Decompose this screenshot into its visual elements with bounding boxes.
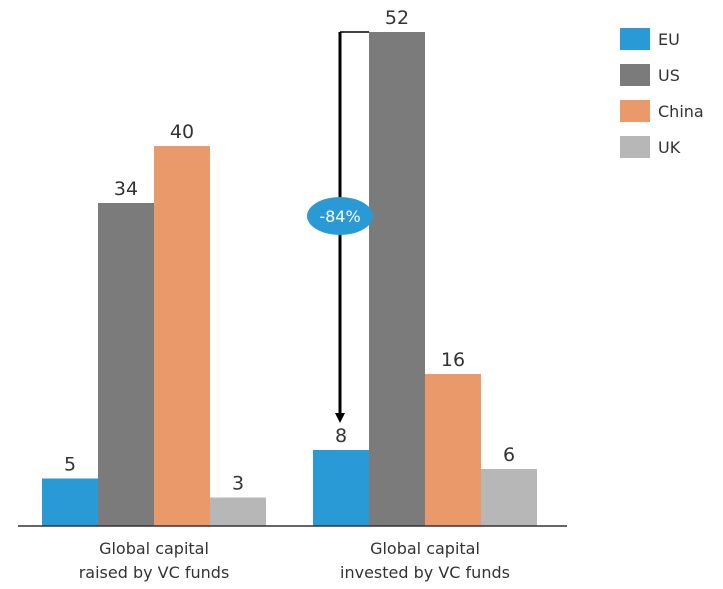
legend-label-us: US [658, 66, 680, 85]
bar-us-group-1 [98, 203, 154, 526]
legend-swatch-uk [620, 136, 650, 158]
legend: EU US China UK [620, 28, 704, 158]
data-label-us-group-2: 52 [385, 7, 409, 29]
category-label-2-line-1: Global capital [370, 539, 480, 558]
data-label-uk-group-2: 6 [503, 444, 515, 466]
legend-label-china: China [658, 102, 704, 121]
bar-china-group-1 [154, 146, 210, 526]
annotation-layer: -84% [307, 31, 373, 423]
bar-eu-group-2 [313, 450, 369, 526]
data-label-eu-group-1: 5 [64, 454, 76, 476]
legend-swatch-us [620, 64, 650, 86]
legend-label-eu: EU [658, 30, 680, 49]
bar-uk-group-1 [210, 497, 266, 526]
category-label-1-line-2: raised by VC funds [79, 563, 230, 582]
bars-layer [42, 32, 537, 526]
data-labels-layer: 5 34 40 3 8 52 16 6 [64, 7, 515, 495]
data-label-china-group-1: 40 [170, 121, 194, 143]
bar-uk-group-2 [481, 469, 537, 526]
legend-label-uk: UK [658, 138, 681, 157]
legend-swatch-china [620, 100, 650, 122]
data-label-eu-group-2: 8 [335, 425, 347, 447]
data-label-china-group-2: 16 [441, 349, 465, 371]
category-labels-layer: Global capital raised by VC funds Global c… [79, 539, 510, 582]
annotation-badge-text: -84% [319, 207, 360, 226]
bar-china-group-2 [425, 374, 481, 526]
data-label-uk-group-1: 3 [232, 473, 244, 495]
category-label-1-line-1: Global capital [99, 539, 209, 558]
data-label-us-group-1: 34 [114, 178, 138, 200]
category-label-2-line-2: invested by VC funds [340, 563, 510, 582]
annotation-badge [307, 197, 373, 235]
bar-eu-group-1 [42, 478, 98, 526]
bar-us-group-2 [369, 32, 425, 526]
legend-swatch-eu [620, 28, 650, 50]
